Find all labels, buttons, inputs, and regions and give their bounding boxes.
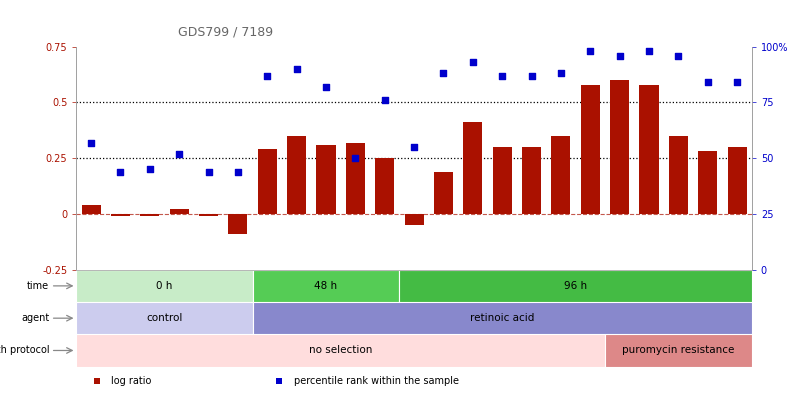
Bar [228,214,247,234]
Text: percentile rank within the sample: percentile rank within the sample [293,376,459,386]
Point [583,48,596,54]
Point [671,52,684,59]
Text: retinoic acid: retinoic acid [470,313,534,323]
Text: log ratio: log ratio [112,376,152,386]
Bar [76,302,252,334]
Text: 96 h: 96 h [563,281,586,291]
Point [173,150,185,157]
Bar [111,214,130,216]
Point [437,70,450,77]
Bar [434,172,452,214]
Bar [198,214,218,216]
Bar [727,147,746,214]
Text: control: control [146,313,182,323]
Bar [375,158,393,214]
Text: time: time [27,281,49,291]
Text: GDS799 / 7189: GDS799 / 7189 [177,26,272,38]
Point [90,378,103,384]
Point [319,83,332,90]
Point [407,144,420,150]
Bar [140,214,159,216]
Point [554,70,567,77]
Bar [399,270,751,302]
Bar [76,270,252,302]
Bar [521,147,540,214]
Point [143,166,156,173]
Bar [463,122,482,214]
Point [114,168,127,175]
Point [231,168,244,175]
Bar [81,205,100,214]
Text: growth protocol: growth protocol [0,345,49,356]
Bar [609,80,629,214]
Bar [252,270,399,302]
Point [272,378,285,384]
Point [202,168,214,175]
Bar [252,302,751,334]
Bar [492,147,511,214]
Text: puromycin resistance: puromycin resistance [622,345,734,356]
Point [466,59,479,66]
Bar [404,214,423,225]
Bar [258,149,276,214]
Point [700,79,713,85]
Point [524,72,537,79]
Bar [604,334,751,367]
Text: 0 h: 0 h [156,281,173,291]
Bar [697,151,716,214]
Bar [76,334,604,367]
Point [377,97,390,103]
Bar [638,85,658,214]
Text: 48 h: 48 h [314,281,337,291]
Bar [169,209,189,214]
Point [730,79,743,85]
Bar [316,145,335,214]
Text: no selection: no selection [308,345,372,356]
Bar [668,136,687,214]
Point [349,155,361,161]
Point [260,72,273,79]
Point [84,139,97,146]
Point [642,48,654,54]
Point [613,52,626,59]
Bar [345,143,365,214]
Point [495,72,508,79]
Bar [287,136,306,214]
Text: agent: agent [21,313,49,323]
Bar [551,136,569,214]
Bar [580,85,599,214]
Point [290,66,303,72]
